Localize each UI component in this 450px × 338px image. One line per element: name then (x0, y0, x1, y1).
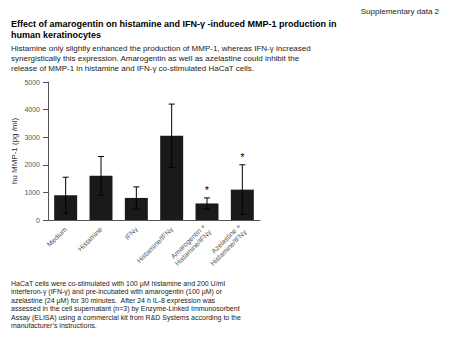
svg-text:4000: 4000 (24, 106, 40, 113)
svg-text:Histamine only slightly enhanc: Histamine only slightly enhanced the pro… (11, 44, 311, 53)
svg-text:Supplementary data 2: Supplementary data 2 (361, 7, 440, 16)
svg-text:Histamine/IFNγ: Histamine/IFNγ (209, 228, 249, 268)
svg-text:IFNγ: IFNγ (123, 225, 139, 241)
svg-text:5000: 5000 (24, 79, 40, 86)
svg-text:1000: 1000 (24, 189, 40, 196)
svg-text:Assay (ELISA) using a commerci: Assay (ELISA) using a commercial kit fro… (11, 314, 241, 322)
svg-text:Histamine/IFNγ: Histamine/IFNγ (174, 228, 214, 268)
svg-text:assessed in the cell supernata: assessed in the cell supernatant (n=3) b… (11, 305, 240, 313)
svg-text:Amarogentin +: Amarogentin + (169, 222, 207, 260)
svg-text:azelastine (24 μM) for 30 minu: azelastine (24 μM) for 30 minutes. After… (11, 297, 216, 305)
svg-text:release of MMP-1 in histamine: release of MMP-1 in histamine and IFN-γ … (11, 64, 254, 73)
svg-text:synergistically this expressio: synergistically this expression. Amaroge… (11, 54, 300, 63)
svg-text:HaCaT cells were co-stimulated: HaCaT cells were co-stimulated with 100 … (11, 280, 225, 288)
svg-text:0: 0 (36, 217, 40, 224)
svg-text:Azelastine +: Azelastine + (210, 222, 242, 255)
svg-text:Medium: Medium (46, 225, 69, 248)
svg-text:Histamine: Histamine (77, 225, 104, 252)
svg-text:*: * (205, 184, 210, 196)
svg-text:Histamine/IFNγ: Histamine/IFNγ (135, 225, 175, 265)
svg-text:3000: 3000 (24, 134, 40, 141)
svg-text:interferon-γ (IFN-γ) and pre-i: interferon-γ (IFN-γ) and pre-incubated w… (11, 288, 223, 296)
svg-text:2000: 2000 (24, 161, 40, 168)
svg-text:*: * (240, 151, 245, 163)
svg-text:human keratinocytes: human keratinocytes (11, 30, 101, 40)
svg-text:Effect of amarogentin on hista: Effect of amarogentin on histamine and I… (11, 19, 337, 29)
svg-text:manufacturer’s instructions.: manufacturer’s instructions. (11, 322, 97, 329)
svg-text:hu MMP-1 (pg /ml): hu MMP-1 (pg /ml) (10, 118, 19, 185)
